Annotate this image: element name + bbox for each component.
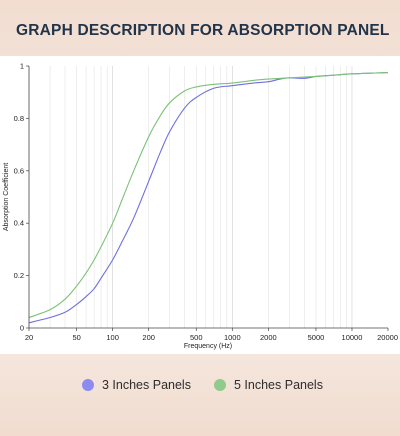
grid-layer: [49, 66, 353, 328]
legend-label-3-inches: 3 Inches Panels: [102, 378, 191, 392]
y-tick-label: 0.2: [14, 271, 24, 280]
series-line-5-inches-panels: [28, 72, 389, 319]
axis-layer: 0 0.2 0.4 0.6 0.8 1 20 50 100 200 500 1000 2000 5000 1…: [14, 62, 398, 343]
series-line-3-inches-panels: [28, 72, 389, 324]
x-tick-label: 100: [106, 333, 119, 342]
y-tick-label: 0.4: [14, 219, 24, 228]
x-tick-label: 20: [25, 333, 33, 342]
x-tick-label: 5000: [308, 333, 325, 342]
y-tick-label: 1: [20, 62, 24, 71]
chart-card: 0 0.2 0.4 0.6 0.8 1 20 50 100 200 500 1000 2000 5000 1…: [0, 56, 400, 354]
series-layer: [28, 72, 389, 324]
legend-item-5-inches[interactable]: 5 Inches Panels: [214, 376, 323, 394]
legend-item-3-inches[interactable]: 3 Inches Panels: [82, 376, 191, 394]
legend-dot-5-inches: [214, 379, 226, 391]
page-title: GRAPH DESCRIPTION FOR ABSORPTION PANEL: [16, 22, 390, 39]
legend: 3 Inches Panels 5 Inches Panels: [0, 376, 400, 394]
y-tick-label: 0.6: [14, 166, 24, 175]
x-tick-label: 2000: [260, 333, 277, 342]
x-tick-label: 10000: [342, 333, 363, 342]
x-tick-label: 20000: [377, 333, 398, 342]
legend-label-5-inches: 5 Inches Panels: [234, 378, 323, 392]
y-tick-label: 0: [20, 324, 24, 333]
x-tick-label: 50: [72, 333, 80, 342]
x-axis-title: Frequency (Hz): [184, 343, 232, 350]
y-axis-title: Absorption Coefficient: [3, 163, 10, 231]
x-tick-label: 1000: [224, 333, 241, 342]
y-tick-label: 0.8: [14, 114, 24, 123]
x-tick-label: 200: [142, 333, 155, 342]
x-tick-label: 500: [190, 333, 203, 342]
absorption-chart: 0 0.2 0.4 0.6 0.8 1 20 50 100 200 500 1000 2000 5000 1…: [3, 62, 398, 351]
legend-dot-3-inches: [82, 379, 94, 391]
